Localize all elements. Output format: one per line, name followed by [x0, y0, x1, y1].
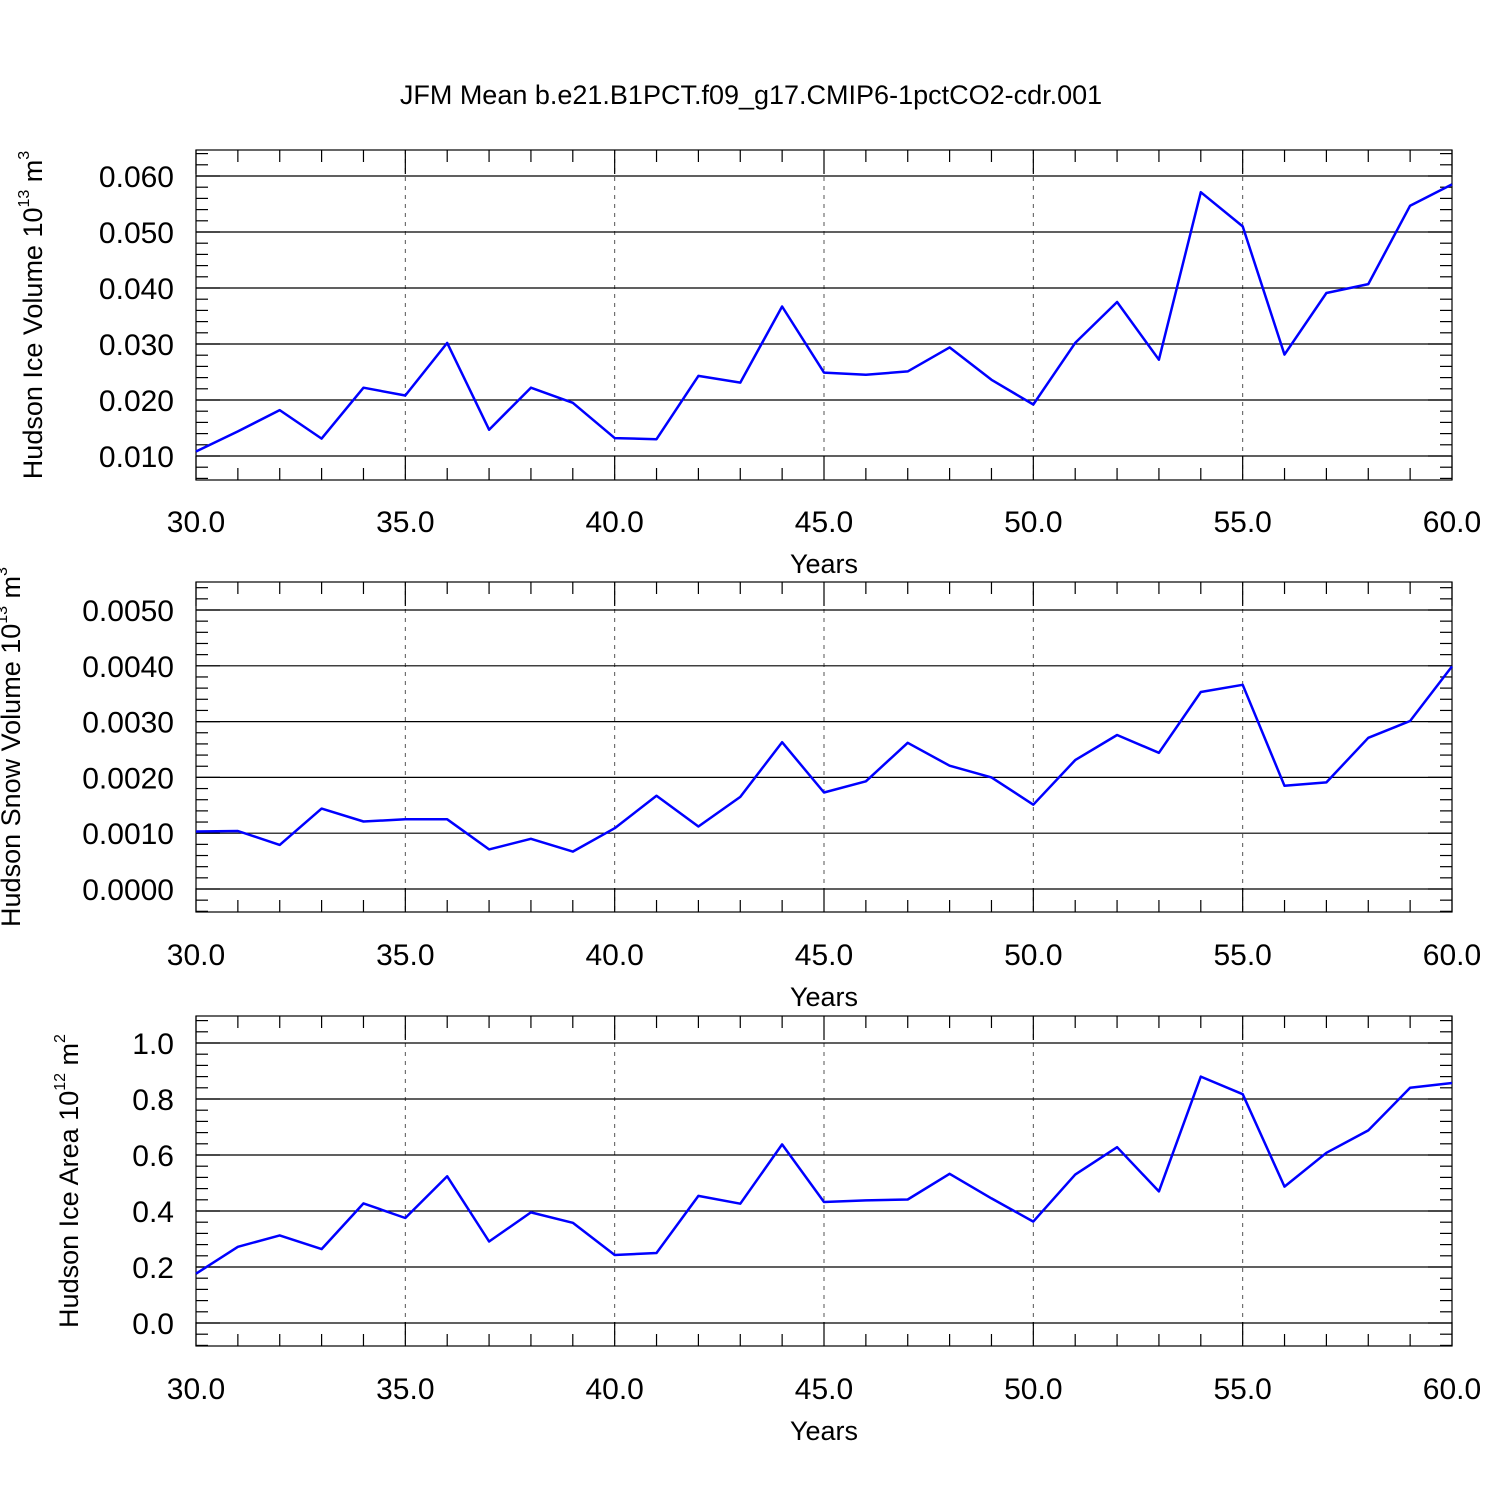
x-tick-label: 55.0 — [1213, 939, 1271, 972]
y-tick-label: 0.040 — [99, 273, 174, 306]
x-tick-label: 50.0 — [1004, 1373, 1062, 1406]
series-line — [195, 1075, 1453, 1275]
y-tick-label: 0.0010 — [82, 818, 174, 851]
x-tick-label: 30.0 — [167, 506, 225, 539]
series-line — [195, 665, 1453, 853]
x-tick-label: 40.0 — [585, 1373, 643, 1406]
figure-title: JFM Mean b.e21.B1PCT.f09_g17.CMIP6-1pctC… — [400, 80, 1102, 110]
x-tick-label: 45.0 — [795, 939, 853, 972]
y-axis-title-exp: 13 — [16, 190, 33, 208]
y-axis-title: Hudson Ice Area 1012 m2 — [52, 1034, 84, 1328]
x-tick-label: 40.0 — [585, 939, 643, 972]
y-tick-label: 0.0050 — [82, 595, 174, 628]
y-axis-title-unit_exp: 3 — [16, 151, 33, 160]
y-tick-label: 0.0030 — [82, 707, 174, 740]
x-tick-label: 35.0 — [376, 1373, 434, 1406]
y-tick-label: 0.060 — [99, 161, 174, 194]
y-axis-title-main: Hudson Snow Volume 10 — [0, 624, 26, 927]
y-axis-title-unit: m — [18, 160, 48, 190]
x-tick-label: 50.0 — [1004, 506, 1062, 539]
y-tick-label: 0.0000 — [82, 874, 174, 907]
panel-1: 30.0 35.0 40.0 45.0 50.0 55.0 60.0 0.010 0.020 0.… — [16, 149, 1481, 579]
x-axis-title: Years — [790, 549, 858, 579]
y-tick-label: 0.4 — [132, 1196, 174, 1229]
y-axis-title-unit: m — [0, 576, 26, 606]
y-axis-title-exp: 12 — [52, 1073, 69, 1091]
y-tick-label: 0.030 — [99, 329, 174, 362]
y-tick-label: 0.0020 — [82, 762, 174, 795]
y-tick-label: 0.0040 — [82, 651, 174, 684]
x-tick-label: 35.0 — [376, 506, 434, 539]
y-tick-label: 0.8 — [132, 1084, 174, 1117]
x-tick-label: 40.0 — [585, 506, 643, 539]
y-tick-label: 1.0 — [132, 1028, 174, 1061]
x-tick-label: 50.0 — [1004, 939, 1062, 972]
y-axis-title-unit_exp: 2 — [52, 1034, 69, 1043]
y-axis-title-main: Hudson Ice Area 10 — [54, 1091, 84, 1328]
y-axis-title: Hudson Ice Volume 1013 m3 — [16, 151, 48, 479]
x-tick-label: 45.0 — [795, 1373, 853, 1406]
y-axis-title-main: Hudson Ice Volume 10 — [18, 208, 48, 480]
x-tick-label: 55.0 — [1213, 1373, 1271, 1406]
x-tick-label: 45.0 — [795, 506, 853, 539]
x-tick-label: 60.0 — [1423, 1373, 1481, 1406]
y-tick-label: 0.020 — [99, 385, 174, 418]
x-tick-label: 60.0 — [1423, 939, 1481, 972]
y-axis-title: Hudson Snow Volume 1013 m3 — [0, 567, 26, 927]
x-axis-title: Years — [790, 982, 858, 1012]
y-tick-label: 0.0 — [132, 1308, 174, 1341]
y-axis-title-unit_exp: 3 — [0, 567, 11, 576]
y-axis-title-unit: m — [54, 1043, 84, 1073]
series-line — [195, 183, 1453, 453]
y-tick-label: 0.050 — [99, 217, 174, 250]
y-axis-title-exp: 13 — [0, 606, 11, 624]
x-tick-label: 60.0 — [1423, 506, 1481, 539]
panels: 30.0 35.0 40.0 45.0 50.0 55.0 60.00.0100.0200.… — [0, 149, 1481, 1446]
panel-3: 30.0 35.0 40.0 45.0 50.0 55.0 60.0 0.0 0.2 0.4 0.6… — [52, 1015, 1481, 1446]
panel-2: 30.0 35.0 40.0 45.0 50.0 55.0 60.0 0.0000 0.0010… — [0, 567, 1481, 1012]
y-tick-label: 0.010 — [99, 441, 174, 474]
y-tick-label: 0.6 — [132, 1140, 174, 1173]
x-tick-label: 30.0 — [167, 939, 225, 972]
x-tick-label: 55.0 — [1213, 506, 1271, 539]
y-tick-label: 0.2 — [132, 1252, 174, 1285]
x-tick-label: 35.0 — [376, 939, 434, 972]
x-tick-label: 30.0 — [167, 1373, 225, 1406]
x-axis-title: Years — [790, 1416, 858, 1446]
